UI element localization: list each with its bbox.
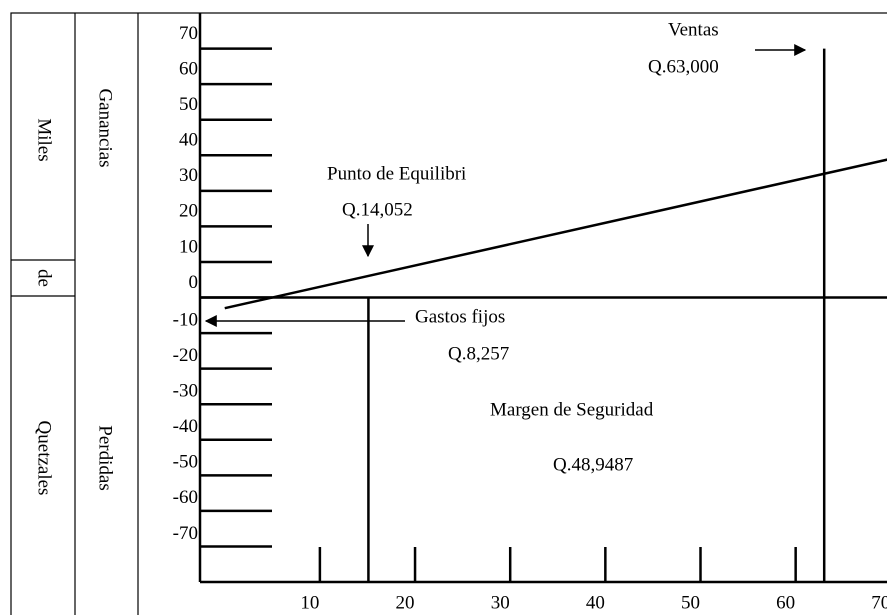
y-tick-label: 60 xyxy=(179,58,198,79)
y-tick-label: 40 xyxy=(179,130,198,151)
profit-line xyxy=(224,158,887,310)
y-tick-label: 70 xyxy=(179,23,198,44)
annotation: Gastos fijos xyxy=(415,306,505,327)
y-tick-label: -30 xyxy=(173,381,198,402)
x-tick-label: 20 xyxy=(396,592,415,613)
side-label: Quetzales xyxy=(34,421,55,496)
y-tick-label: 50 xyxy=(179,94,198,115)
x-tick-label: 70 xyxy=(871,592,887,613)
y-tick-label: 20 xyxy=(179,201,198,222)
y-tick-label: -40 xyxy=(173,416,198,437)
x-tick-label: 30 xyxy=(491,592,510,613)
annotation: Q.14,052 xyxy=(342,199,413,220)
annotation: Q.8,257 xyxy=(448,343,509,364)
y-tick-label: 0 xyxy=(189,272,199,293)
frame xyxy=(10,12,887,615)
y-tick-label: -70 xyxy=(173,523,198,544)
x-tick-label: 50 xyxy=(681,592,700,613)
x-tick-label: 60 xyxy=(776,592,795,613)
y-tick-label: -10 xyxy=(173,309,198,330)
x-tick-label: 10 xyxy=(300,592,319,613)
y-tick-label: 10 xyxy=(179,236,198,257)
y-tick-label: 30 xyxy=(179,165,198,186)
side-label: Perdidas xyxy=(95,425,116,490)
x-tick-label: 40 xyxy=(586,592,605,613)
side-label: de xyxy=(34,269,55,287)
y-tick-label: -20 xyxy=(173,345,198,366)
y-tick-label: -50 xyxy=(173,452,198,473)
annotation: Q.63,000 xyxy=(648,56,719,77)
side-label: Miles xyxy=(34,118,55,161)
annotation: Ventas xyxy=(668,19,719,40)
y-tick-label: -60 xyxy=(173,487,198,508)
side-label: Ganancias xyxy=(95,88,116,167)
annotation: Q.48,9487 xyxy=(553,454,633,475)
annotation: Margen de Seguridad xyxy=(490,399,654,420)
annotation: Punto de Equilibri xyxy=(327,163,466,184)
